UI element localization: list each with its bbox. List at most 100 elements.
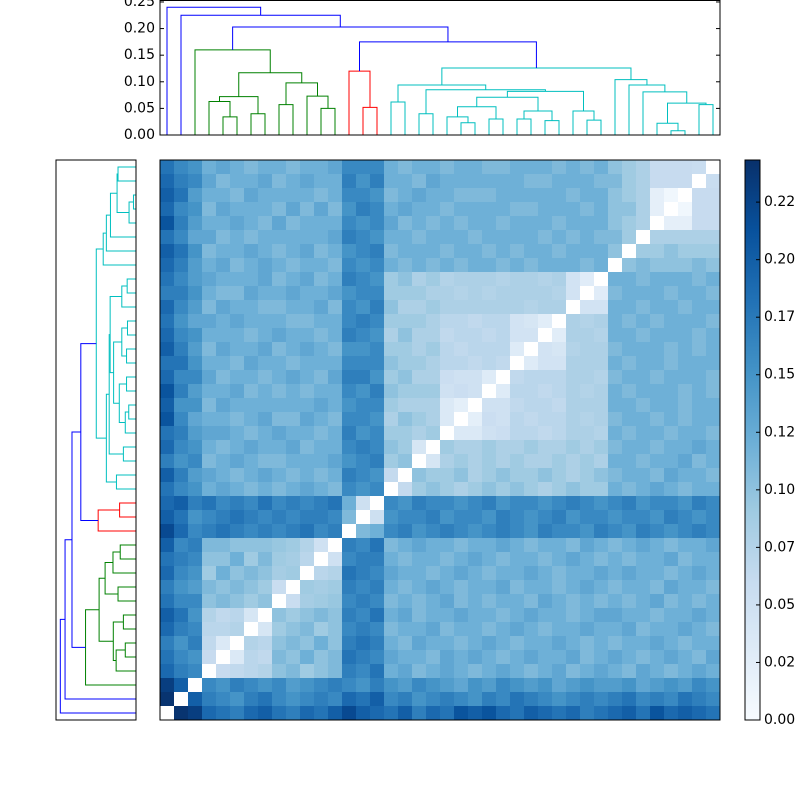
heatmap-cell	[216, 370, 230, 384]
heatmap-cell	[636, 706, 650, 720]
heatmap-cell	[258, 440, 272, 454]
heatmap-cell	[524, 510, 538, 524]
heatmap-cell	[622, 664, 636, 678]
heatmap-cell	[552, 552, 566, 566]
heatmap-cell	[230, 160, 244, 174]
heatmap-cell	[244, 664, 258, 678]
heatmap-cell	[230, 300, 244, 314]
heatmap-cell	[468, 608, 482, 622]
heatmap-cell	[244, 636, 258, 650]
heatmap-cell	[174, 678, 188, 692]
heatmap-cell	[286, 426, 300, 440]
heatmap-cell	[692, 440, 706, 454]
heatmap-cell	[524, 608, 538, 622]
heatmap-cell	[398, 216, 412, 230]
heatmap-cell	[594, 160, 608, 174]
heatmap-cell	[398, 622, 412, 636]
heatmap-cell	[566, 538, 580, 552]
heatmap-cell	[356, 286, 370, 300]
heatmap-cell	[664, 580, 678, 594]
heatmap-cell	[566, 440, 580, 454]
heatmap-cell	[664, 496, 678, 510]
heatmap-cell	[594, 594, 608, 608]
heatmap-cell	[370, 650, 384, 664]
left-dendrogram-link	[85, 609, 136, 686]
heatmap-cell	[244, 174, 258, 188]
heatmap-cell	[328, 342, 342, 356]
heatmap-cell	[202, 608, 216, 622]
heatmap-cell	[692, 426, 706, 440]
left-dendrogram-link	[126, 376, 136, 392]
heatmap-cell	[258, 664, 272, 678]
heatmap-cell	[622, 412, 636, 426]
heatmap-cell	[286, 636, 300, 650]
heatmap-cell	[202, 272, 216, 286]
heatmap-cell	[664, 356, 678, 370]
heatmap-cell	[524, 440, 538, 454]
heatmap-cell	[384, 216, 398, 230]
heatmap-cell	[202, 370, 216, 384]
top-dendrogram-link	[656, 122, 679, 135]
heatmap-cell	[496, 566, 510, 580]
heatmap-cell	[188, 202, 202, 216]
heatmap-cell	[384, 594, 398, 608]
heatmap-cell	[300, 370, 314, 384]
heatmap-cell	[664, 160, 678, 174]
heatmap-cell	[566, 426, 580, 440]
heatmap-cell	[370, 398, 384, 412]
heatmap-cell	[552, 664, 566, 678]
heatmap-cell	[314, 692, 328, 706]
heatmap-cell	[258, 328, 272, 342]
heatmap-cell	[356, 622, 370, 636]
heatmap-cell	[594, 468, 608, 482]
heatmap-cell	[608, 160, 622, 174]
heatmap-cell	[216, 440, 230, 454]
heatmap-cell	[636, 566, 650, 580]
heatmap-cell	[286, 622, 300, 636]
top-dendrogram-link	[476, 96, 539, 112]
heatmap-cell	[174, 664, 188, 678]
heatmap-cell	[454, 174, 468, 188]
heatmap-cell	[188, 412, 202, 426]
heatmap-cell	[342, 706, 356, 720]
heatmap-cell	[678, 398, 692, 412]
heatmap-cell	[496, 286, 510, 300]
heatmap-cell	[160, 454, 174, 468]
heatmap-cell	[384, 426, 398, 440]
heatmap-cell	[286, 608, 300, 622]
heatmap-cell	[538, 678, 552, 692]
heatmap-cell	[468, 622, 482, 636]
heatmap-cell	[496, 258, 510, 272]
heatmap-cell	[496, 188, 510, 202]
heatmap-cell	[328, 496, 342, 510]
heatmap-cell	[510, 650, 524, 664]
heatmap-cell	[244, 202, 258, 216]
heatmap-cell	[314, 594, 328, 608]
heatmap-cell	[524, 524, 538, 538]
heatmap-cell	[706, 650, 720, 664]
heatmap-cell	[202, 440, 216, 454]
heatmap-cell	[580, 300, 594, 314]
heatmap-cell	[650, 566, 664, 580]
heatmap-cell	[622, 608, 636, 622]
heatmap-cell	[454, 594, 468, 608]
heatmap-cell	[622, 692, 636, 706]
heatmap-cell	[188, 524, 202, 538]
heatmap-cell	[706, 370, 720, 384]
heatmap-cell	[594, 538, 608, 552]
heatmap-cell	[566, 202, 580, 216]
heatmap-cell	[314, 706, 328, 720]
heatmap-cell	[496, 272, 510, 286]
heatmap-cell	[664, 706, 678, 720]
heatmap-cell	[692, 650, 706, 664]
heatmap-cell	[552, 510, 566, 524]
heatmap-cell	[552, 482, 566, 496]
heatmap-cell	[538, 706, 552, 720]
heatmap-cell	[244, 426, 258, 440]
heatmap-cell	[216, 342, 230, 356]
heatmap-cell	[384, 398, 398, 412]
colorbar-tick-label: 0.15	[764, 367, 795, 383]
heatmap-cell	[524, 482, 538, 496]
heatmap-cell	[566, 384, 580, 398]
heatmap-cell	[398, 300, 412, 314]
